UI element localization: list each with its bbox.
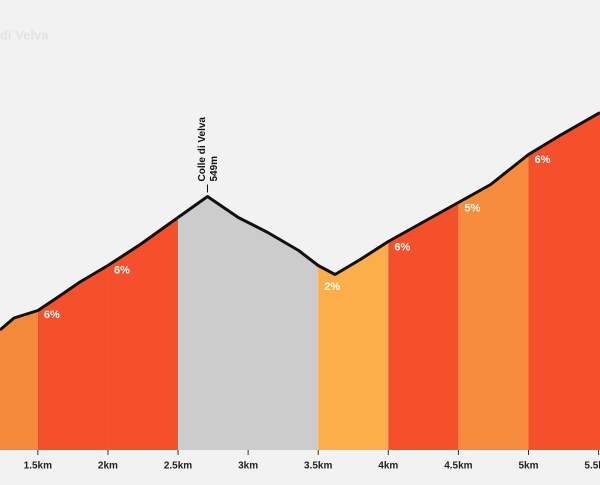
grade-segment (388, 112, 459, 450)
x-tick-label: 1.5km (24, 461, 52, 472)
grade-segment (0, 112, 38, 450)
profile-area (0, 112, 600, 450)
grade-label: 5% (464, 203, 480, 215)
x-tick-label: 5km (518, 461, 538, 472)
x-tick-label: 3km (238, 461, 258, 472)
x-tick-label: 2.5km (164, 461, 192, 472)
x-tick-label: 2km (98, 461, 118, 472)
grade-label: 6% (535, 154, 551, 166)
grade-segment (318, 112, 389, 450)
peak-elevation: 549m (209, 156, 220, 182)
grade-label: 6% (44, 309, 60, 321)
chart-title: di Velva (0, 27, 49, 42)
peak-name: Colle di Velva (197, 117, 208, 182)
x-tick-label: 3.5km (304, 461, 332, 472)
grade-label: 6% (114, 264, 130, 276)
grade-segment (37, 112, 108, 450)
grade-segment (528, 112, 600, 450)
grade-segment (458, 112, 529, 450)
x-tick-label: 5.5km (584, 461, 600, 472)
elevation-line (0, 111, 600, 332)
x-tick-label: 4km (378, 461, 398, 472)
grade-segment (178, 112, 319, 450)
grade-label: 6% (394, 242, 410, 254)
x-tick-label: 4.5km (444, 461, 472, 472)
grade-label: 2% (324, 281, 340, 293)
